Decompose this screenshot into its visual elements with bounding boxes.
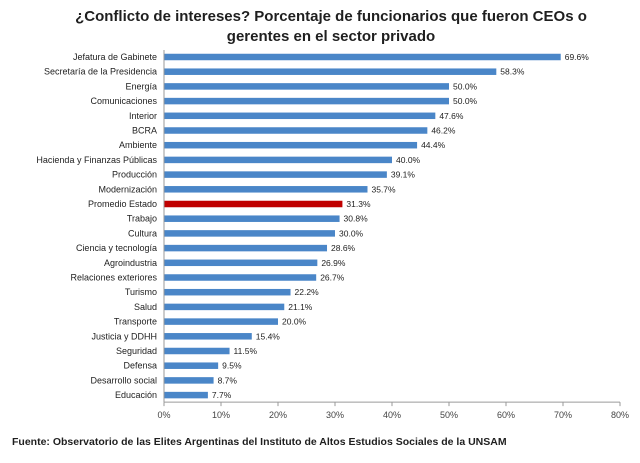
- category-label: Producción: [112, 170, 157, 180]
- bar-value-label: 35.7%: [371, 184, 396, 194]
- category-label: Seguridad: [116, 346, 157, 356]
- x-tick-label: 50%: [440, 410, 458, 420]
- category-label: Promedio Estado: [88, 199, 157, 209]
- bar: [164, 127, 428, 134]
- category-label: Ambiente: [119, 140, 157, 150]
- bar-value-label: 39.1%: [391, 170, 416, 180]
- bar-value-label: 7.7%: [212, 390, 232, 400]
- x-tick-label: 80%: [611, 410, 629, 420]
- bar: [164, 244, 328, 252]
- bar-value-label: 31.3%: [346, 199, 371, 209]
- bar: [164, 303, 285, 311]
- bar: [164, 362, 219, 369]
- bar: [164, 171, 387, 178]
- bar-value-label: 21.1%: [288, 302, 313, 312]
- bar-value-label: 46.2%: [431, 126, 456, 136]
- bar: [164, 215, 340, 222]
- chart-source: Fuente: Observatorio de las Elites Argen…: [12, 436, 507, 448]
- bar: [164, 288, 291, 296]
- category-label: Ciencia y tecnología: [76, 243, 157, 253]
- category-label: BCRA: [132, 126, 157, 136]
- category-label: Secretaría de la Presidencia: [44, 67, 157, 77]
- bar: [164, 53, 561, 61]
- x-tick-label: 70%: [554, 410, 572, 420]
- bar-value-label: 22.2%: [295, 287, 320, 297]
- bar-value-label: 50.0%: [453, 96, 478, 106]
- highlight-bar: [164, 200, 343, 208]
- bar-value-label: 26.9%: [321, 258, 346, 268]
- bar-value-label: 11.5%: [234, 346, 258, 356]
- bars-layer: Jefatura de Gabinete 69.6% Secretaría de l…: [36, 52, 589, 400]
- category-label: Interior: [129, 111, 157, 121]
- category-label: Justicia y DDHH: [91, 331, 157, 341]
- bar-value-label: 50.0%: [453, 81, 478, 91]
- category-label: Desarrollo social: [90, 375, 157, 385]
- category-label: Salud: [134, 302, 157, 312]
- bar: [164, 230, 335, 237]
- bar-value-label: 28.6%: [331, 243, 356, 253]
- bar: [164, 377, 214, 384]
- category-label: Transporte: [114, 317, 157, 327]
- x-tick-label: 40%: [383, 410, 401, 420]
- category-label: Turismo: [125, 287, 157, 297]
- bar: [164, 68, 497, 75]
- bar: [164, 156, 392, 164]
- category-label: Relaciones exteriores: [70, 273, 157, 283]
- category-label: Hacienda y Finanzas Públicas: [36, 155, 157, 165]
- category-label: Trabajo: [127, 214, 157, 224]
- bar: [164, 112, 436, 120]
- bar: [164, 347, 230, 355]
- bar: [164, 333, 252, 340]
- bar-value-label: 40.0%: [396, 155, 421, 165]
- bar: [164, 391, 208, 399]
- category-label: Educación: [115, 390, 157, 400]
- bar-value-label: 26.7%: [320, 273, 345, 283]
- bar: [164, 83, 449, 90]
- bar-value-label: 30.0%: [339, 228, 364, 238]
- category-label: Cultura: [128, 228, 157, 238]
- bar-value-label: 58.3%: [500, 67, 525, 77]
- x-tick-label: 20%: [269, 410, 287, 420]
- bar: [164, 97, 449, 105]
- bar-value-label: 15.4%: [256, 331, 281, 341]
- category-label: Energía: [125, 81, 157, 91]
- bar: [164, 186, 368, 193]
- bar-value-label: 8.7%: [218, 375, 238, 385]
- x-axis: 0% 10% 20% 30% 40% 50% 60% 70% 80%: [157, 50, 629, 420]
- x-tick-label: 60%: [497, 410, 515, 420]
- bar-value-label: 30.8%: [344, 214, 369, 224]
- bar-value-label: 47.6%: [439, 111, 464, 121]
- chart-title-line-1: ¿Conflicto de intereses? Porcentaje de f…: [75, 8, 587, 25]
- bar: [164, 141, 418, 149]
- category-label: Defensa: [123, 361, 157, 371]
- category-label: Modernización: [98, 184, 157, 194]
- category-label: Jefatura de Gabinete: [73, 52, 157, 62]
- bar: [164, 318, 278, 325]
- x-tick-label: 30%: [326, 410, 344, 420]
- bar-value-label: 20.0%: [282, 317, 307, 327]
- bar: [164, 274, 317, 281]
- bar-value-label: 9.5%: [222, 361, 242, 371]
- chart-title-line-2: gerentes en el sector privado: [227, 28, 435, 45]
- category-label: Comunicaciones: [90, 96, 157, 106]
- category-label: Agroindustria: [104, 258, 157, 268]
- bar-value-label: 44.4%: [421, 140, 446, 150]
- bar-value-label: 69.6%: [565, 52, 590, 62]
- x-tick-label: 0%: [157, 410, 170, 420]
- x-tick-label: 10%: [212, 410, 230, 420]
- bar: [164, 259, 318, 267]
